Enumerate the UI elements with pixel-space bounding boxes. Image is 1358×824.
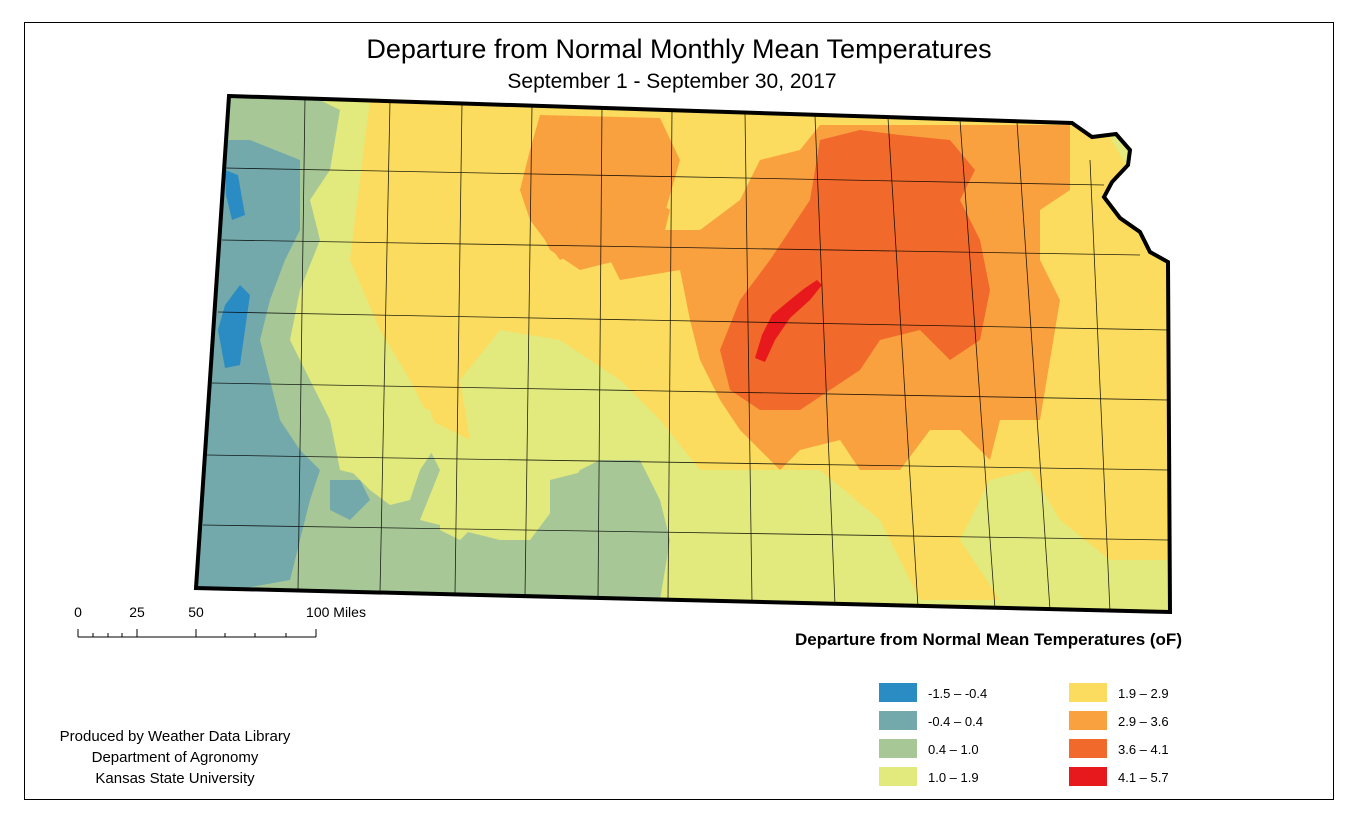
zone-1-0-to-1-9-sw2 — [440, 490, 480, 540]
legend-label: 2.9 – 3.6 — [1118, 714, 1169, 729]
legend-item: 3.6 – 4.1 — [1069, 739, 1239, 759]
legend-item: -0.4 – 0.4 — [879, 711, 1049, 731]
legend-swatch — [1069, 683, 1107, 702]
zone-neg1-5-to-neg0-4-b — [218, 285, 250, 368]
legend-item: 1.0 – 1.9 — [879, 767, 1049, 787]
legend-item: 0.4 – 1.0 — [879, 739, 1049, 759]
county-boundaries — [202, 97, 1169, 612]
zone-3-6-to-4-1 — [720, 130, 990, 410]
legend-item: 2.9 – 3.6 — [1069, 711, 1239, 731]
map-subtitle: September 1 - September 30, 2017 — [507, 70, 837, 93]
legend-swatch — [1069, 767, 1107, 786]
map-frame — [24, 22, 1334, 800]
legend-label: 3.6 – 4.1 — [1118, 742, 1169, 757]
zone-2-9-to-3-6-b — [520, 180, 670, 270]
legend-label: -0.4 – 0.4 — [928, 714, 983, 729]
zone-neg0-4-to-0-4-b — [330, 480, 370, 520]
credit-line-department: Department of Agronomy — [91, 749, 259, 766]
legend-item: -1.5 – -0.4 — [879, 683, 1049, 703]
legend-swatch — [1069, 739, 1107, 758]
scale-label-25: 25 — [129, 604, 145, 620]
scale-label-50: 50 — [188, 604, 204, 620]
legend-swatch — [1069, 711, 1107, 730]
legend-swatch — [879, 767, 917, 786]
zone-1-0-to-1-9-sw — [330, 390, 440, 505]
scale-label-0: 0 — [74, 604, 82, 620]
scale-bar: 0 25 50 100 Miles — [60, 604, 400, 644]
zone-4-1-to-5-7 — [755, 280, 822, 362]
legend-label: 1.0 – 1.9 — [928, 770, 979, 785]
legend-item: 4.1 – 5.7 — [1069, 767, 1239, 787]
legend-swatch — [879, 683, 917, 702]
scale-label-100: 100 Miles — [306, 604, 366, 620]
legend-label: 1.9 – 2.9 — [1118, 686, 1169, 701]
legend-label: 4.1 – 5.7 — [1118, 770, 1169, 785]
legend-swatch — [879, 739, 917, 758]
credit-line-university: Kansas State University — [95, 770, 255, 787]
zone-0-4-to-1-0-b — [550, 470, 640, 590]
legend-swatch — [879, 711, 917, 730]
map-title: Departure from Normal Monthly Mean Tempe… — [366, 34, 992, 64]
legend-label: -1.5 – -0.4 — [928, 686, 988, 701]
scale-bar-ticks — [77, 629, 317, 638]
credit-line-producer: Produced by Weather Data Library — [59, 728, 291, 745]
legend-item: 1.9 – 2.9 — [1069, 683, 1239, 703]
temperature-zones — [196, 96, 1170, 612]
credits: Produced by Weather Data Library Departm… — [30, 726, 320, 789]
zone-neg1-5-to-neg0-4 — [225, 170, 245, 220]
legend-label: 0.4 – 1.0 — [928, 742, 979, 757]
legend-title: Departure from Normal Mean Temperatures … — [795, 630, 1182, 649]
